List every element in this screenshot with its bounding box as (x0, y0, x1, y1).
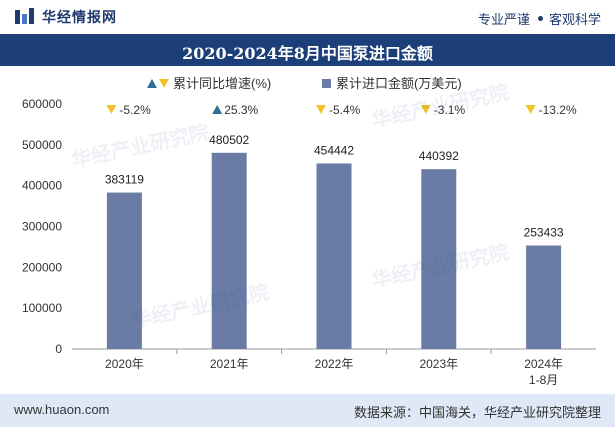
top-bar: 华经情报网 专业严谨 客观科学 (0, 0, 615, 34)
legend-down-triangle-icon (159, 79, 169, 88)
brand: 华经情报网 (14, 7, 117, 27)
growth-label-0: -5.2% (119, 103, 151, 117)
legend-bar-swatch (322, 79, 331, 88)
growth-label-1: 25.3% (224, 103, 258, 117)
footer-website[interactable]: www.huaon.com (14, 402, 110, 417)
y-tick-label-1: 100000 (22, 301, 62, 315)
chart-title: 2020-2024年8月中国泵进口金额 (182, 44, 433, 63)
growth-label-3: -3.1% (434, 103, 466, 117)
slogan: 专业严谨 客观科学 (478, 9, 601, 28)
brand-name: 华经情报网 (42, 9, 117, 25)
y-tick-label-0: 0 (55, 342, 62, 356)
footer-source: 数据来源：中国海关，华经产业研究院整理 (353, 405, 601, 420)
footer: www.huaon.com 数据来源：中国海关，华经产业研究院整理 (0, 394, 615, 427)
growth-label-4: -13.2% (539, 103, 577, 117)
x-tick-label-0-0: 2020年 (105, 357, 144, 371)
bar-3 (421, 169, 457, 349)
y-tick-label-4: 400000 (22, 179, 62, 193)
bar-2 (316, 163, 352, 349)
title-bar: 2020-2024年8月中国泵进口金额 (0, 34, 615, 66)
bar-value-label-4: 253433 (524, 226, 564, 240)
legend-up-triangle-icon (147, 79, 157, 88)
bar-value-label-3: 440392 (419, 149, 459, 163)
growth-down-triangle-icon-0 (106, 105, 117, 114)
growth-down-triangle-icon-2 (316, 105, 326, 114)
x-tick-label-4-0: 2024年 (524, 357, 563, 371)
x-tick-label-3-0: 2023年 (419, 357, 458, 371)
slogan-left: 专业严谨 (477, 12, 530, 27)
y-tick-label-3: 300000 (22, 220, 62, 234)
y-tick-label-2: 200000 (22, 260, 62, 274)
x-tick-label-4-1: 1-8月 (529, 373, 558, 387)
growth-down-triangle-icon-4 (525, 105, 536, 114)
growth-up-triangle-icon-1 (212, 105, 223, 114)
brand-logo-icon (15, 8, 34, 24)
growth-down-triangle-icon-3 (420, 105, 431, 114)
growth-label-2: -5.4% (329, 103, 361, 117)
bar-4 (526, 245, 562, 349)
bar-0 (106, 192, 142, 349)
y-tick-label-6: 600000 (22, 97, 62, 111)
bar-value-label-2: 454442 (314, 143, 354, 157)
x-tick-label-1-0: 2021年 (210, 357, 249, 371)
x-tick-label-2-0: 2022年 (315, 357, 354, 371)
bar-value-label-0: 383119 (105, 173, 144, 187)
bar-1 (211, 152, 247, 349)
dot-icon (537, 16, 543, 21)
y-tick-label-5: 500000 (22, 138, 62, 152)
chart: 累计同比增速(%) 累计进口金额(万美元) 0 100000 200000 300000 4… (22, 76, 596, 387)
slogan-right: 客观科学 (548, 12, 601, 27)
legend-bar-label: 累计进口金额(万美元) (336, 76, 462, 91)
bar-value-label-1: 480502 (209, 133, 249, 147)
legend-growth-label: 累计同比增速(%) (173, 76, 271, 91)
